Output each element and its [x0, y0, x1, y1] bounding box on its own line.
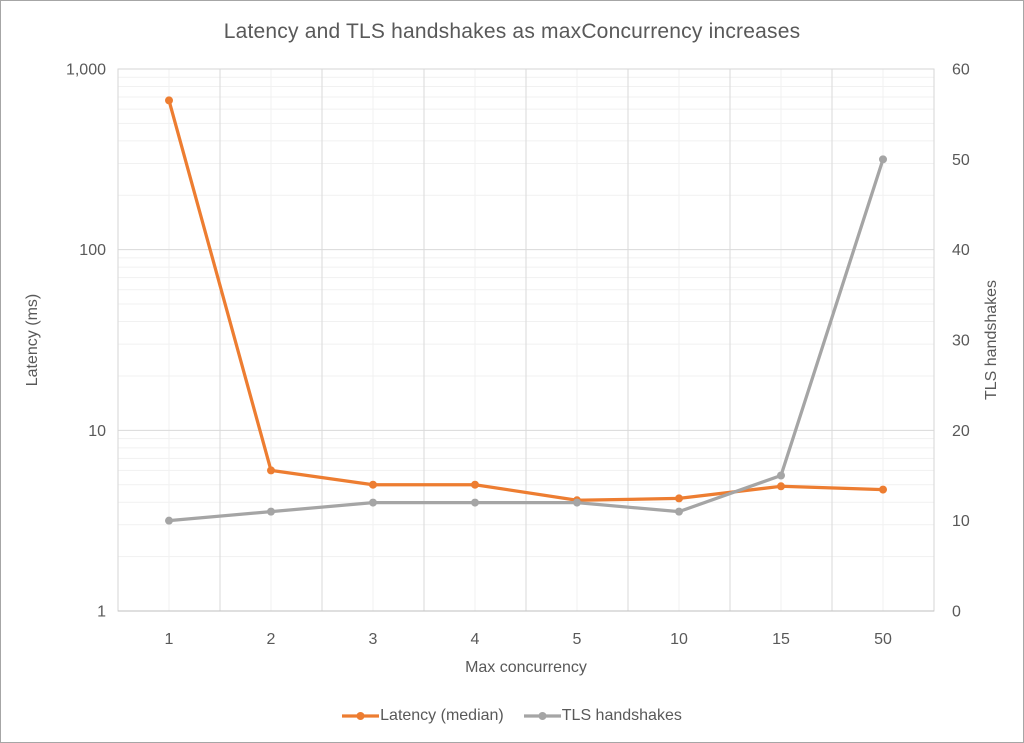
x-axis-tick: 5 — [573, 631, 582, 648]
right-axis-tick: 10 — [952, 513, 970, 530]
series-line-tls-handshakes — [167, 157, 885, 523]
legend-marker-dot — [538, 712, 547, 720]
data-point-tls-handshakes — [471, 498, 479, 507]
left-axis-tick: 1,000 — [66, 62, 106, 79]
right-axis-title: TLS handshakes — [983, 279, 1000, 401]
right-axis-tick: 60 — [952, 62, 970, 79]
data-point-tls-handshakes — [675, 507, 683, 516]
left-axis-tick: 10 — [88, 423, 106, 440]
x-axis-title: Max concurrency — [465, 659, 587, 676]
left-axis-title: Latency (ms) — [24, 293, 41, 387]
x-axis-tick: 15 — [772, 631, 790, 648]
data-point-latency-median — [471, 480, 479, 489]
x-axis-tick: 10 — [670, 631, 688, 648]
legend-item-latency-median: Latency (median) — [342, 707, 504, 725]
data-point-latency-median — [165, 96, 173, 105]
legend-marker-dot — [356, 712, 365, 720]
legend-marker-icon — [523, 712, 561, 720]
data-point-latency-median — [879, 485, 887, 494]
x-axis-tick: 4 — [471, 631, 480, 648]
data-point-tls-handshakes — [369, 498, 377, 507]
left-axis-tick: 100 — [79, 242, 106, 259]
data-point-tls-handshakes — [573, 498, 581, 507]
x-axis-tick: 3 — [369, 631, 378, 648]
right-axis-tick: 30 — [952, 333, 970, 350]
left-axis-tick: 1 — [97, 604, 106, 621]
legend-marker-icon — [342, 712, 380, 720]
x-axis-tick: 50 — [874, 631, 892, 648]
right-axis-tick: 20 — [952, 423, 970, 440]
data-point-tls-handshakes — [267, 507, 275, 516]
right-axis-tick: 50 — [952, 152, 970, 169]
x-axis-tick: 2 — [267, 631, 276, 648]
data-point-latency-median — [267, 466, 275, 475]
data-point-latency-median — [369, 480, 377, 489]
data-point-latency-median — [777, 482, 785, 491]
data-point-latency-median — [675, 494, 683, 503]
chart-title: Latency and TLS handshakes as maxConcurr… — [223, 20, 801, 43]
data-point-tls-handshakes — [879, 155, 887, 164]
right-axis-tick: 40 — [952, 242, 970, 259]
legend-label: Latency (median) — [380, 707, 504, 724]
right-axis-tick: 0 — [952, 604, 961, 621]
series-line-latency-median — [167, 98, 885, 502]
legend-label: TLS handshakes — [561, 707, 682, 724]
legend-item-tls-handshakes: TLS handshakes — [523, 707, 682, 725]
data-point-tls-handshakes — [777, 471, 785, 480]
data-point-tls-handshakes — [165, 516, 173, 525]
x-axis-tick: 1 — [165, 631, 174, 648]
legend: Latency (median) TLS handshakes — [1, 703, 1023, 729]
